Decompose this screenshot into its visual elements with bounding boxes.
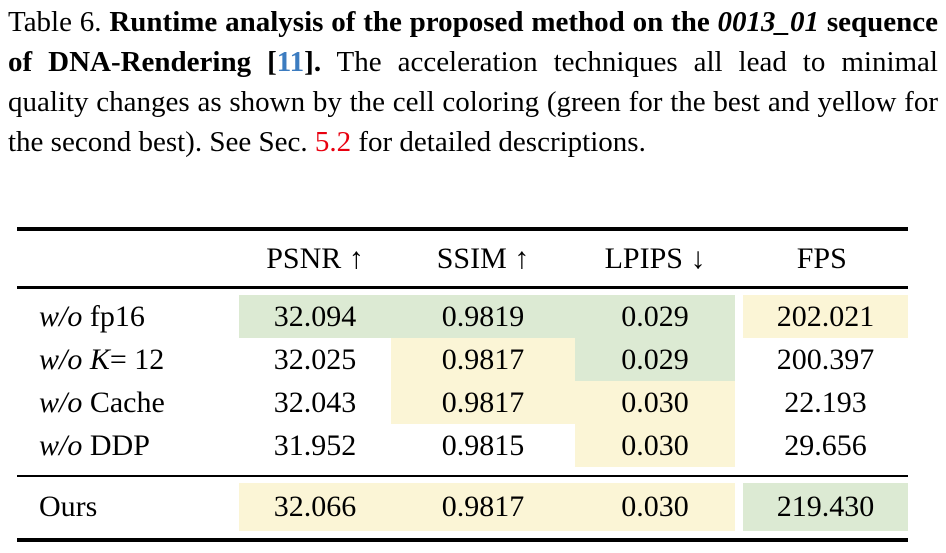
row-label: w/o fp16 [39,299,145,333]
table-row: w/o K = 12 32.025 0.9817 0.029 200.397 [17,338,908,381]
cell-lpips: 0.029 [575,295,735,338]
table-row: w/o Cache 32.043 0.9817 0.030 22.193 [17,381,908,424]
caption-body-text: The acceleration techniques all lead to … [8,46,938,158]
column-gap [735,381,743,424]
citation-link[interactable]: 11 [276,46,305,78]
row-label: w/o K = 12 [39,342,165,376]
column-header-label: FPS [796,241,855,275]
up-arrow-icon: ↑ [348,241,364,275]
spacer [17,531,908,538]
column-header-label: SSIM [436,241,515,275]
cell-ssim: 0.9819 [391,295,575,338]
table-row: Ours 32.066 0.9817 0.030 219.430 [17,483,908,531]
cell-fps: 202.021 [743,295,908,338]
column-gap [735,483,743,531]
row-label-wo: w/o [39,299,83,333]
row-label-wo: w/o [39,342,83,376]
cell-psnr: 32.066 [239,483,391,531]
table-mid-rule [17,475,908,477]
table-header-rule [17,286,908,289]
cell-lpips: 0.030 [575,483,735,531]
citation-bracket-open: [ [251,46,277,78]
sequence-id: 0013_01 [717,6,820,38]
cell-fps: 29.656 [784,428,867,462]
cell-ssim: 0.9815 [441,428,525,462]
column-gap [735,424,743,467]
column-header-psnr: PSNR ↑ [239,231,391,286]
section-ref-link[interactable]: 5.2 [314,126,352,158]
table-row: w/o DDP 31.952 0.9815 0.030 29.656 [17,424,908,467]
row-label: w/o Cache [39,385,165,419]
cell-fps: 219.430 [743,483,908,531]
column-gap [735,231,743,286]
row-label-wo: w/o [39,385,83,419]
column-header-label: PSNR [266,241,349,275]
cell-lpips: 0.029 [575,338,735,381]
column-header-label: LPIPS [604,241,691,275]
column-header-fps: FPS [743,231,908,286]
row-label: Ours [39,490,98,523]
cell-fps: 200.397 [776,342,875,376]
column-gap [735,338,743,381]
results-table: PSNR ↑ SSIM ↑ LPIPS ↓ FPS w/o fp16 32.094 0.9… [17,227,908,542]
column-header-ssim: SSIM ↑ [391,231,575,286]
spacer [17,467,908,475]
cell-ssim: 0.9817 [391,381,575,424]
cell-ssim: 0.9817 [391,338,575,381]
row-label: w/o DDP [39,428,150,462]
caption-bold-title: Runtime analysis of the proposed method … [109,6,718,38]
caption-body-text-end: for detailed descriptions. [351,126,646,158]
cell-psnr: 32.025 [273,342,357,376]
caption-bold-title-2: sequence of DNA-Rendering [8,6,938,78]
down-arrow-icon: ↓ [690,241,706,275]
column-gap [735,295,743,338]
cell-psnr: 32.043 [273,385,357,419]
citation-bracket-close: ]. [304,46,322,78]
cell-fps: 22.193 [784,385,867,419]
cell-lpips: 0.030 [575,381,735,424]
table-row: w/o fp16 32.094 0.9819 0.029 202.021 [17,295,908,338]
table-header-row: PSNR ↑ SSIM ↑ LPIPS ↓ FPS [17,231,908,286]
table-bottom-rule [17,538,908,542]
up-arrow-icon: ↑ [514,241,530,275]
cell-psnr: 31.952 [273,428,357,462]
header-empty-cell [17,231,239,286]
row-label-wo: w/o [39,428,83,462]
caption-table-number: Table 6. [8,6,110,38]
table-ours-section: Ours 32.066 0.9817 0.030 219.430 [17,483,908,531]
table-body: w/o fp16 32.094 0.9819 0.029 202.021 w/o K = … [17,295,908,467]
column-header-lpips: LPIPS ↓ [575,231,735,286]
table-caption: Table 6. Runtime analysis of the propose… [8,2,938,162]
cell-ssim: 0.9817 [391,483,575,531]
cell-psnr: 32.094 [239,295,391,338]
row-label-math: K [89,342,110,376]
cell-lpips: 0.030 [575,424,735,467]
table-top-rule [17,227,908,231]
